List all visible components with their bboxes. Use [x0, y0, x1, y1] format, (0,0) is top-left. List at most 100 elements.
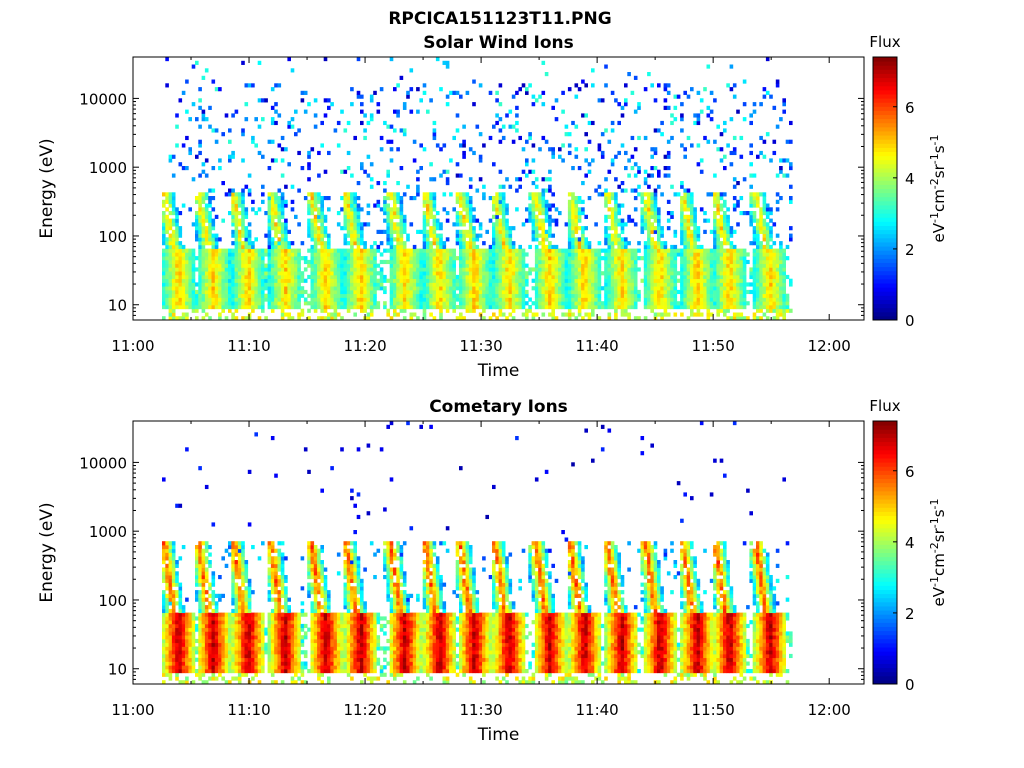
flux-cell [234, 237, 239, 242]
flux-cell [468, 244, 473, 250]
flux-cell [393, 128, 397, 133]
flux-cell [340, 282, 344, 287]
flux-cell [567, 226, 572, 231]
flux-cell [251, 252, 255, 257]
flux-cell [581, 301, 585, 306]
flux-cell [762, 297, 767, 302]
flux-cell [693, 252, 697, 257]
flux-cell [432, 271, 437, 276]
flux-cell [518, 274, 522, 280]
flux-cell [439, 312, 443, 317]
flux-cell [356, 297, 361, 302]
flux-cell [201, 274, 206, 280]
flux-cell [657, 274, 661, 280]
flux-cell [759, 301, 763, 306]
flux-cell [198, 196, 202, 201]
flux-cell [333, 274, 338, 280]
flux-cell [320, 244, 324, 250]
flux-cell [350, 289, 354, 295]
flux-cell [614, 203, 618, 208]
flux-cell [462, 207, 466, 212]
flux-cell [452, 286, 456, 291]
flux-cell [670, 120, 674, 126]
flux-cell [719, 222, 724, 227]
flux-cell [548, 297, 552, 302]
flux-cell [204, 233, 209, 238]
flux-cell [729, 278, 734, 283]
flux-cell [696, 252, 701, 257]
flux-cell [346, 259, 351, 265]
flux-cell [732, 312, 737, 317]
flux-cell [472, 150, 476, 156]
flux-cell [666, 226, 671, 231]
flux-cell [686, 278, 691, 283]
flux-cell [280, 297, 285, 302]
flux-cell [647, 218, 651, 223]
flux-cell [511, 139, 516, 144]
flux-cell [416, 267, 420, 272]
flux-cell [426, 241, 430, 246]
flux-cell [571, 297, 575, 302]
flux-cell [544, 286, 549, 291]
flux-cell [759, 259, 763, 265]
flux-cell [412, 286, 417, 291]
flux-cell [501, 282, 506, 287]
flux-cell [610, 214, 615, 219]
flux-cell [732, 150, 737, 156]
flux-cell [277, 218, 282, 223]
flux-cell [396, 181, 400, 186]
flux-cell [323, 305, 328, 310]
flux-cell [676, 94, 681, 99]
flux-cell [541, 301, 546, 306]
flux-cell [607, 256, 612, 261]
flux-cell [422, 248, 427, 253]
flux-cell [475, 301, 480, 306]
flux-cell [208, 124, 212, 129]
flux-cell [482, 282, 486, 287]
flux-cell [320, 301, 324, 306]
flux-cell [690, 199, 694, 204]
flux-cell [492, 259, 496, 265]
flux-cell [201, 289, 206, 295]
flux-cell [277, 305, 282, 310]
flux-cell [508, 244, 513, 250]
flux-cell [399, 293, 404, 298]
flux-cell [455, 293, 460, 298]
flux-cell [501, 192, 506, 197]
flux-cell [663, 267, 668, 272]
flux-cell [525, 289, 529, 295]
flux-cell [162, 226, 166, 231]
flux-cell [624, 286, 628, 291]
flux-cell [399, 196, 404, 201]
flux-cell [214, 293, 219, 298]
flux-cell [650, 274, 654, 280]
flux-cell [670, 297, 674, 302]
flux-cell [752, 312, 757, 317]
flux-cell [346, 192, 351, 197]
flux-cell [561, 301, 565, 306]
flux-cell [673, 94, 678, 99]
flux-cell [426, 274, 430, 280]
flux-cell [485, 305, 489, 310]
flux-cell [383, 301, 387, 306]
flux-cell [515, 297, 519, 302]
flux-cell [191, 308, 196, 313]
flux-cell [277, 252, 282, 257]
flux-cell [762, 154, 767, 159]
flux-cell [614, 207, 618, 212]
flux-cell [511, 282, 516, 287]
flux-cell [409, 259, 414, 265]
flux-cell [419, 297, 423, 302]
flux-cell [693, 218, 697, 223]
flux-cell [237, 305, 242, 310]
flux-cell [640, 218, 645, 223]
flux-cell [426, 293, 430, 298]
flux-cell [346, 256, 351, 261]
flux-cell [422, 199, 427, 204]
flux-cell [465, 289, 470, 295]
flux-cell [218, 312, 222, 317]
flux-cell [356, 207, 361, 212]
flux-cell [567, 278, 572, 283]
flux-cell [280, 207, 285, 212]
flux-cell [551, 297, 555, 302]
